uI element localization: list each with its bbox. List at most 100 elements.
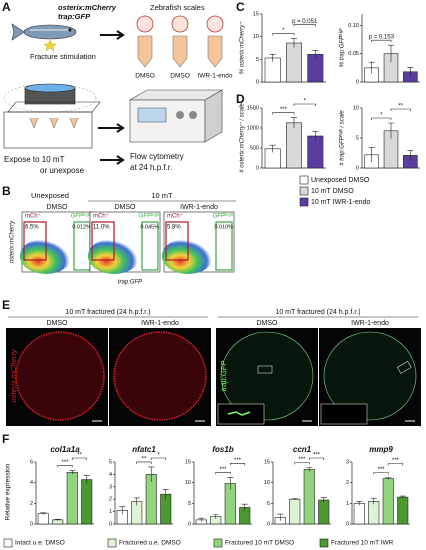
- sig-label: ***: [219, 467, 227, 473]
- axis-label: trap:GFP: [118, 280, 142, 286]
- sig-label: *: [282, 28, 285, 34]
- axis-label: osterix:mCherry: [10, 220, 16, 263]
- gate-value: 6.5%: [25, 225, 39, 231]
- bar: [318, 499, 330, 525]
- error-bar: [385, 477, 392, 480]
- condition: DMSO: [47, 320, 69, 327]
- legend-swatch: [107, 538, 117, 548]
- condition: DMSO: [257, 320, 279, 327]
- legend-swatch: [213, 538, 223, 548]
- y-tick-label: 5: [356, 135, 359, 141]
- gate-value: 5.8%: [167, 225, 181, 231]
- sig-label: ***: [61, 460, 69, 466]
- bar: [286, 122, 302, 169]
- tube-label: DMSO: [170, 73, 190, 80]
- gate-value: 0.012%: [72, 224, 91, 230]
- legend-swatch: [299, 197, 309, 207]
- gate: [165, 221, 189, 261]
- legend-label: 10 mT DMSO: [311, 188, 354, 195]
- magnet-box: [3, 83, 101, 149]
- y-tick-label: 2: [30, 501, 33, 507]
- error-bar: [69, 469, 76, 475]
- gate: [91, 221, 115, 261]
- error-bar: [291, 498, 298, 501]
- sig-label: ***: [298, 457, 306, 463]
- chart-title: col1a1a: [50, 445, 80, 454]
- y-axis-label: # trap:GFPʰⁱᵍʰ / scale: [339, 110, 346, 166]
- panel-label: D: [236, 92, 245, 106]
- y-axis-label: # osterix:mCherry⁺ / scale: [239, 103, 246, 173]
- fish: [23, 24, 77, 40]
- gate: [23, 221, 47, 261]
- sig-label: **: [142, 457, 147, 463]
- error-bar: [54, 519, 61, 521]
- arrow: [100, 155, 125, 165]
- y-tick-label: 10: [264, 480, 270, 486]
- group-label: 10 mT: [151, 191, 173, 200]
- y-tick-label: 5: [109, 459, 112, 465]
- sig-bracket: [308, 457, 325, 460]
- micrographs: [6, 328, 421, 426]
- y-tick-label: 1: [109, 509, 112, 515]
- error-bar: [407, 66, 414, 77]
- y-tick-label: 0: [346, 521, 349, 527]
- error-bar: [269, 54, 276, 62]
- legend-swatch: [319, 538, 329, 548]
- gate: [215, 221, 233, 271]
- y-tick-label: 15: [264, 459, 270, 465]
- error-bar: [227, 476, 234, 490]
- tubes: [136, 15, 224, 68]
- sig-bracket: [294, 462, 310, 465]
- y-tick-label: 0: [356, 79, 359, 85]
- y-tick-label: 4: [109, 472, 112, 478]
- y-tick-label: 4: [30, 480, 33, 486]
- sig-label: p = 0.051: [292, 19, 318, 25]
- sig-label: *: [157, 453, 160, 459]
- bar: [307, 54, 324, 83]
- error-bar: [162, 488, 169, 500]
- y-tick-label: 10: [253, 34, 259, 40]
- error-bar: [312, 131, 319, 141]
- y-tick-label: 10: [353, 105, 359, 111]
- sig-bracket: [373, 472, 389, 475]
- fish-tail: [11, 23, 25, 41]
- error-bar: [370, 497, 377, 505]
- y-tick-label: 0: [267, 521, 270, 527]
- legend-label: Intact u.e. DMSO: [15, 540, 65, 547]
- fish-line: trap:GFP: [58, 12, 91, 21]
- chart-title: fos1b: [212, 445, 233, 454]
- arrow: [98, 123, 125, 133]
- fracture-icon: [43, 39, 57, 52]
- sig-bracket: [71, 457, 88, 460]
- legend-swatch: [3, 538, 13, 548]
- chart-title: mmp9: [369, 445, 393, 454]
- fracture-text: Fracture stimulation: [30, 52, 96, 61]
- panel-title: 10 mT fractured (24 h.p.f.r.): [65, 309, 150, 316]
- sig-label: **: [77, 453, 82, 459]
- legend-label: Fractured 10 mT DMSO: [225, 540, 294, 547]
- y-tick-label: 0: [356, 165, 359, 171]
- tube-label: DMSO: [135, 73, 155, 80]
- bar: [52, 519, 64, 525]
- gate-value: 0.010%: [214, 224, 233, 230]
- y-tick-label: 0: [256, 79, 259, 85]
- y-tick-label: 0: [256, 165, 259, 171]
- y-tick-label: 10: [185, 480, 191, 486]
- error-bar: [198, 517, 205, 522]
- sig-label: *: [380, 113, 383, 119]
- error-bar: [356, 500, 363, 506]
- bar: [303, 469, 315, 525]
- gate-name: GFPʰⁱᵍʰ: [71, 212, 91, 220]
- error-bar: [241, 503, 248, 511]
- panel-label: A: [2, 0, 11, 14]
- bar: [66, 472, 78, 525]
- gate-value: 0.045%: [140, 224, 159, 230]
- sig-label: **: [398, 104, 403, 110]
- axis-label: Relative expression: [5, 463, 12, 520]
- error-bar: [407, 150, 414, 161]
- error-bar: [320, 497, 327, 503]
- sig-bracket: [136, 461, 152, 464]
- sig-label: ***: [313, 453, 321, 459]
- sig-bracket: [371, 39, 392, 43]
- error-bar: [269, 144, 276, 153]
